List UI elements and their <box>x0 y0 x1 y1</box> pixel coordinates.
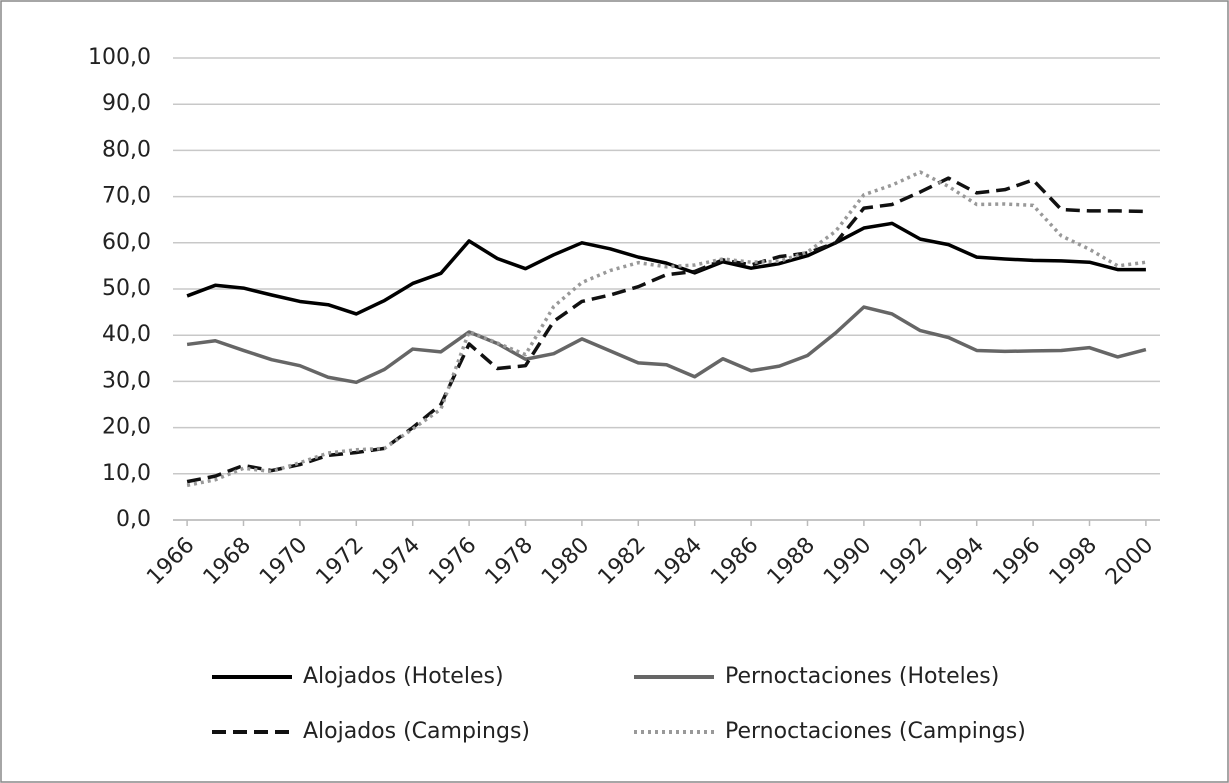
y-tick-label: 80,0 <box>102 137 151 162</box>
y-tick-label: 10,0 <box>102 461 151 486</box>
legend-label: Pernoctaciones (Campings) <box>725 719 1026 744</box>
y-tick-label: 20,0 <box>102 415 151 440</box>
y-tick-label: 70,0 <box>102 184 151 209</box>
series-line <box>186 176 1146 484</box>
series-line <box>186 305 1147 385</box>
legend-label: Alojados (Campings) <box>303 719 530 744</box>
legend-label: Pernoctaciones (Hoteles) <box>725 664 999 689</box>
series-line <box>186 170 1147 488</box>
legend-label: Alojados (Hoteles) <box>303 664 504 689</box>
series-line <box>186 221 1146 316</box>
y-tick-label: 0,0 <box>116 507 151 532</box>
y-tick-label: 30,0 <box>102 368 151 393</box>
y-tick-label: 100,0 <box>88 45 151 70</box>
y-tick-label: 50,0 <box>102 276 151 301</box>
y-tick-label: 90,0 <box>102 91 151 116</box>
y-tick-label: 60,0 <box>102 230 151 255</box>
y-tick-label: 40,0 <box>102 322 151 347</box>
